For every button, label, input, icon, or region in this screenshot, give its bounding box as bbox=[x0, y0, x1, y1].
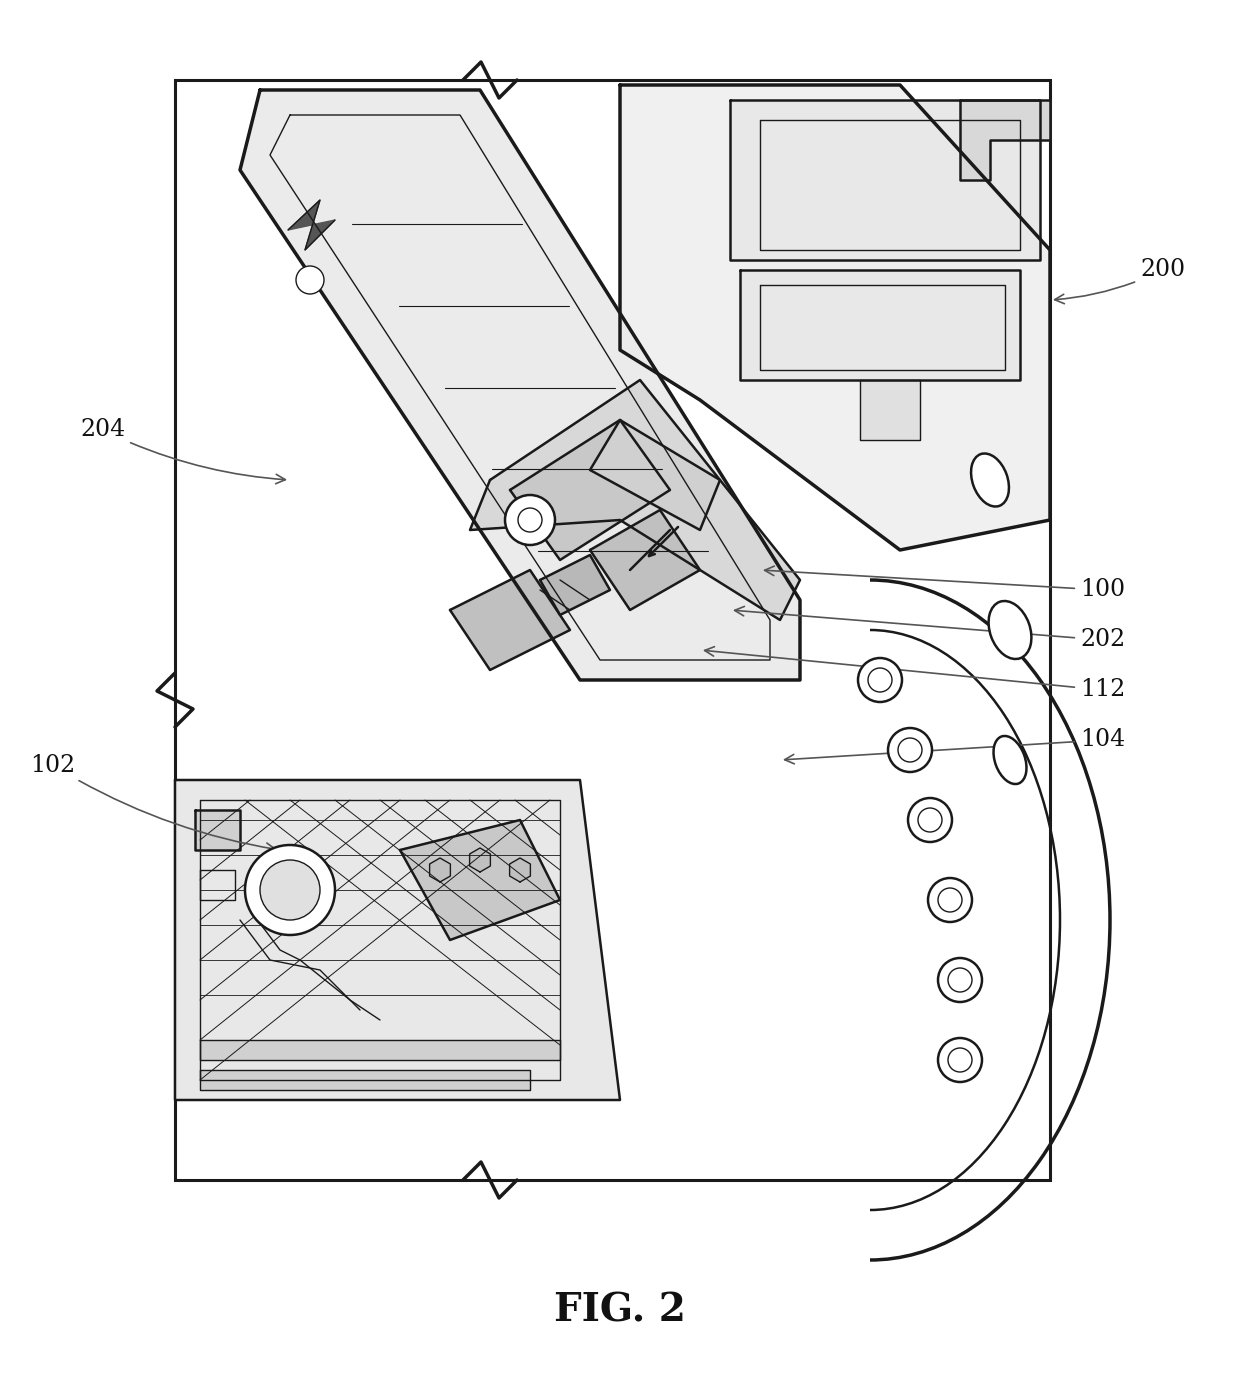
Text: 204: 204 bbox=[81, 419, 285, 484]
Text: 104: 104 bbox=[785, 729, 1125, 764]
Polygon shape bbox=[200, 1070, 529, 1091]
Polygon shape bbox=[470, 849, 490, 872]
Text: 200: 200 bbox=[1055, 259, 1185, 303]
Circle shape bbox=[260, 860, 320, 919]
Text: 112: 112 bbox=[704, 647, 1126, 701]
Circle shape bbox=[908, 798, 952, 842]
Circle shape bbox=[505, 495, 556, 545]
Circle shape bbox=[937, 887, 962, 912]
Polygon shape bbox=[590, 510, 701, 611]
Polygon shape bbox=[510, 858, 531, 882]
Circle shape bbox=[868, 668, 892, 691]
Text: 102: 102 bbox=[30, 754, 275, 853]
Circle shape bbox=[949, 1047, 972, 1072]
Ellipse shape bbox=[971, 453, 1009, 506]
Polygon shape bbox=[401, 821, 560, 940]
Text: 100: 100 bbox=[765, 566, 1125, 601]
Polygon shape bbox=[288, 200, 335, 250]
Polygon shape bbox=[175, 780, 620, 1100]
Polygon shape bbox=[590, 420, 720, 530]
Polygon shape bbox=[241, 90, 800, 680]
Ellipse shape bbox=[993, 736, 1027, 785]
Polygon shape bbox=[200, 1040, 560, 1060]
Polygon shape bbox=[510, 420, 670, 561]
Polygon shape bbox=[429, 858, 450, 882]
Circle shape bbox=[918, 808, 942, 832]
Circle shape bbox=[296, 266, 324, 294]
Polygon shape bbox=[620, 85, 1050, 549]
Circle shape bbox=[898, 739, 923, 762]
Ellipse shape bbox=[988, 601, 1032, 659]
Circle shape bbox=[949, 968, 972, 992]
Polygon shape bbox=[470, 380, 800, 620]
Polygon shape bbox=[195, 810, 241, 850]
Bar bbox=[175, 81, 1050, 1180]
Polygon shape bbox=[730, 100, 1040, 260]
Circle shape bbox=[518, 508, 542, 531]
Circle shape bbox=[937, 958, 982, 1002]
Polygon shape bbox=[539, 555, 610, 615]
Polygon shape bbox=[861, 380, 920, 440]
Text: FIG. 2: FIG. 2 bbox=[554, 1291, 686, 1328]
Circle shape bbox=[937, 1038, 982, 1082]
Polygon shape bbox=[450, 570, 570, 670]
Circle shape bbox=[246, 844, 335, 935]
Polygon shape bbox=[740, 270, 1021, 380]
Circle shape bbox=[928, 878, 972, 922]
Text: 202: 202 bbox=[734, 606, 1125, 651]
Circle shape bbox=[888, 727, 932, 772]
Polygon shape bbox=[960, 100, 1050, 179]
Circle shape bbox=[858, 658, 901, 702]
